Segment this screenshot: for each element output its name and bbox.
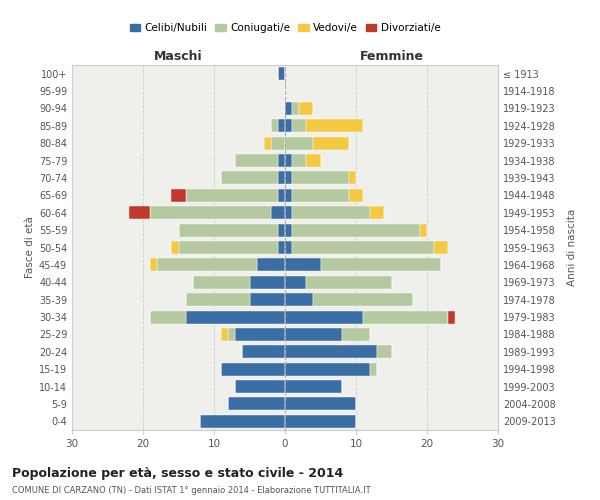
Bar xyxy=(377,346,392,358)
Bar xyxy=(285,293,313,306)
Bar xyxy=(285,102,292,115)
Bar xyxy=(250,293,285,306)
Bar xyxy=(370,362,377,376)
Bar xyxy=(250,276,285,289)
Y-axis label: Anni di nascita: Anni di nascita xyxy=(567,209,577,286)
Bar xyxy=(349,172,356,184)
Bar xyxy=(307,154,320,167)
Bar xyxy=(271,136,285,149)
Bar xyxy=(285,189,292,202)
Bar xyxy=(285,120,292,132)
Text: COMUNE DI CARZANO (TN) - Dati ISTAT 1° gennaio 2014 - Elaborazione TUTTITALIA.IT: COMUNE DI CARZANO (TN) - Dati ISTAT 1° g… xyxy=(12,486,371,495)
Bar xyxy=(307,120,363,132)
Bar xyxy=(150,310,185,324)
Text: Popolazione per età, sesso e stato civile - 2014: Popolazione per età, sesso e stato civil… xyxy=(12,468,343,480)
Bar xyxy=(150,206,271,220)
Bar xyxy=(235,328,285,341)
Bar xyxy=(292,172,349,184)
Bar xyxy=(185,310,285,324)
Bar xyxy=(292,206,370,220)
Bar xyxy=(285,415,356,428)
Bar xyxy=(257,258,285,272)
Text: Maschi: Maschi xyxy=(154,50,203,64)
Bar xyxy=(193,276,250,289)
Bar xyxy=(349,189,363,202)
Bar xyxy=(129,206,150,220)
Bar xyxy=(292,154,307,167)
Bar xyxy=(292,189,349,202)
Bar xyxy=(292,120,307,132)
Bar xyxy=(285,154,292,167)
Bar xyxy=(292,241,434,254)
Bar xyxy=(235,154,278,167)
Bar xyxy=(200,415,285,428)
Bar xyxy=(342,328,370,341)
Bar xyxy=(285,258,320,272)
Bar xyxy=(313,293,413,306)
Bar xyxy=(285,328,342,341)
Bar xyxy=(179,241,278,254)
Bar xyxy=(271,206,285,220)
Bar xyxy=(307,276,392,289)
Bar xyxy=(172,189,185,202)
Bar xyxy=(313,136,349,149)
Bar xyxy=(228,328,235,341)
Y-axis label: Fasce di età: Fasce di età xyxy=(25,216,35,278)
Bar xyxy=(271,120,278,132)
Bar xyxy=(221,328,228,341)
Bar xyxy=(292,224,420,236)
Bar xyxy=(278,67,285,80)
Text: Femmine: Femmine xyxy=(359,50,424,64)
Bar xyxy=(448,310,455,324)
Bar xyxy=(420,224,427,236)
Bar xyxy=(370,206,385,220)
Bar xyxy=(150,258,157,272)
Bar xyxy=(285,310,363,324)
Bar xyxy=(292,102,299,115)
Bar xyxy=(185,293,250,306)
Bar xyxy=(285,276,307,289)
Bar xyxy=(278,241,285,254)
Bar xyxy=(278,224,285,236)
Bar xyxy=(285,224,292,236)
Bar xyxy=(285,362,370,376)
Bar xyxy=(285,380,342,393)
Bar xyxy=(278,120,285,132)
Bar xyxy=(242,346,285,358)
Bar xyxy=(434,241,448,254)
Bar xyxy=(157,258,257,272)
Bar xyxy=(299,102,313,115)
Bar xyxy=(278,189,285,202)
Bar xyxy=(179,224,278,236)
Bar xyxy=(285,136,313,149)
Bar xyxy=(285,241,292,254)
Bar xyxy=(363,310,448,324)
Bar xyxy=(285,172,292,184)
Bar xyxy=(278,172,285,184)
Legend: Celibi/Nubili, Coniugati/e, Vedovi/e, Divorziati/e: Celibi/Nubili, Coniugati/e, Vedovi/e, Di… xyxy=(125,19,445,38)
Bar xyxy=(285,206,292,220)
Bar xyxy=(228,398,285,410)
Bar xyxy=(185,189,278,202)
Bar xyxy=(320,258,441,272)
Bar xyxy=(278,154,285,167)
Bar xyxy=(172,241,179,254)
Bar xyxy=(285,346,377,358)
Bar xyxy=(264,136,271,149)
Bar xyxy=(221,362,285,376)
Bar xyxy=(235,380,285,393)
Bar xyxy=(221,172,278,184)
Bar xyxy=(285,398,356,410)
